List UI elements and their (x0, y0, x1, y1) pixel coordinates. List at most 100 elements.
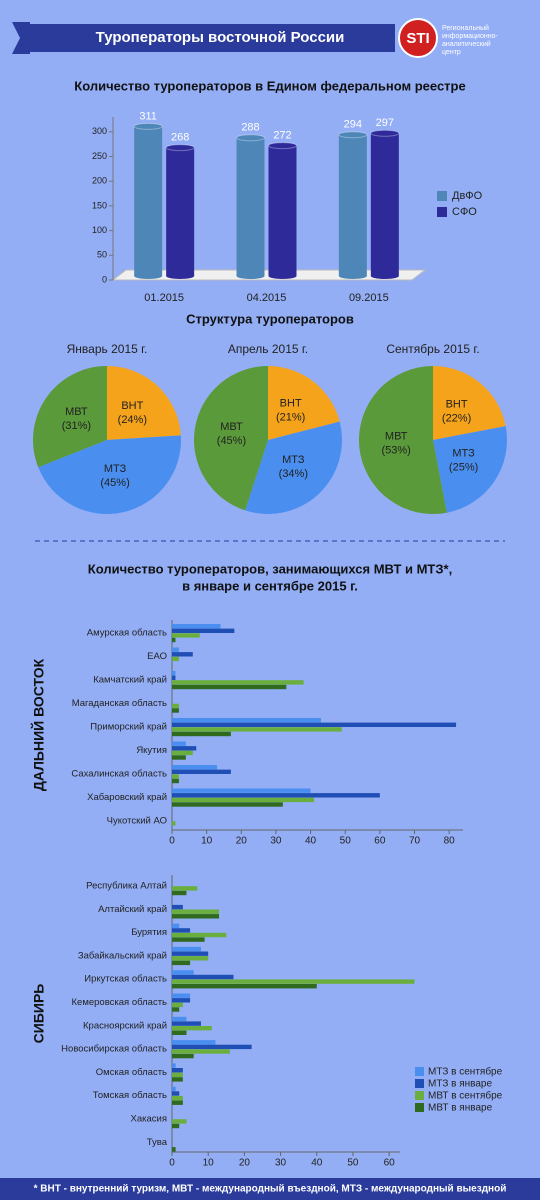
slice-value: (21%) (276, 412, 305, 424)
bar (172, 727, 342, 732)
bar-bottom (338, 273, 367, 279)
x-tick-label: 60 (374, 836, 386, 847)
bar (172, 778, 179, 784)
y-tick-label: Республика Алтай (86, 881, 167, 892)
bar (172, 993, 191, 998)
bar (172, 1026, 212, 1031)
slice-label: МТЗ (452, 448, 475, 460)
bar-bottom (134, 273, 163, 279)
y-tick-label: 200 (92, 176, 107, 186)
pie-slice (433, 366, 506, 440)
bar (172, 1068, 183, 1073)
slice-value: (34%) (279, 468, 308, 480)
y-tick-label: Камчатский край (93, 675, 167, 686)
bar-top (236, 134, 265, 142)
bar (172, 974, 234, 980)
logo: STI (406, 30, 429, 47)
y-tick-label: Сахалинская область (71, 769, 167, 780)
bar-top (370, 129, 400, 137)
slice-label: МТЗ (282, 454, 305, 466)
bar (134, 126, 163, 276)
pie-title: Сентябрь 2015 г. (386, 342, 479, 356)
bar-bottom (370, 273, 399, 279)
legend-label: МВТ в январе (428, 1103, 493, 1114)
y-tick-label: Амурская область (87, 628, 167, 639)
y-tick-label: Забайкальский край (78, 950, 167, 961)
data-label: 297 (376, 117, 394, 129)
bar (236, 137, 265, 276)
bar (172, 722, 457, 727)
pie-title: Январь 2015 г. (67, 342, 148, 356)
bar (172, 774, 179, 779)
bar (338, 134, 367, 276)
slice-value: (45%) (217, 435, 246, 447)
y-tick-label: 50 (97, 250, 107, 260)
bar (172, 886, 198, 891)
pie-slice (33, 366, 108, 468)
x-tick-label: 10 (201, 836, 213, 847)
slice-label: ВНТ (280, 398, 302, 410)
footnote: * ВНТ - внутренний туризм, МВТ - междуна… (34, 1184, 507, 1195)
slice-value: (31%) (62, 420, 91, 432)
y-tick-label: 150 (92, 200, 107, 210)
bar (172, 970, 194, 975)
data-label: 268 (171, 132, 189, 144)
x-tick-label: 70 (409, 836, 421, 847)
bar (172, 1030, 187, 1035)
bar (172, 1040, 216, 1045)
bar (172, 979, 415, 984)
slice-label: ВНТ (121, 400, 143, 412)
x-tick-label: 04.2015 (247, 292, 287, 304)
x-tick-label: 30 (270, 836, 282, 847)
y-tick-label: Алтайский край (98, 904, 167, 915)
bar (172, 684, 287, 690)
slice-value: (53%) (381, 444, 410, 456)
pie-slice (194, 366, 268, 511)
section-title: Структура туроператоров (186, 311, 354, 326)
bar (172, 1007, 180, 1012)
data-label: 294 (344, 119, 362, 131)
group-label: СИБИРЬ (31, 984, 47, 1044)
bar (172, 788, 311, 793)
bar-bottom (236, 273, 265, 279)
header-title: Туроператоры восточной России (96, 29, 345, 46)
logo-text: Региональный (442, 24, 489, 32)
bar (172, 1095, 183, 1101)
bar-bottom (268, 273, 297, 279)
y-tick-label: 250 (92, 151, 107, 161)
bar (172, 1016, 187, 1022)
bar (172, 675, 176, 680)
bar (172, 923, 180, 928)
logo-text: аналитический (442, 40, 491, 48)
bar (172, 718, 321, 723)
bar (172, 909, 220, 914)
header-banner (30, 24, 395, 52)
bar (172, 680, 304, 685)
data-label: 272 (273, 130, 291, 142)
pie-slice (268, 366, 340, 440)
legend-swatch (437, 191, 447, 201)
bar (172, 932, 227, 938)
bar (172, 755, 186, 760)
bar (172, 652, 193, 657)
data-label: 311 (139, 110, 157, 122)
y-tick-label: Магаданская область (72, 698, 167, 709)
slice-label: МВТ (220, 421, 243, 433)
bar (172, 956, 209, 961)
y-tick-label: Бурятия (131, 927, 167, 938)
bar (172, 1147, 176, 1152)
bar (172, 821, 176, 826)
legend-label: МТЗ в январе (428, 1079, 492, 1090)
x-tick-label: 30 (275, 1158, 287, 1169)
bar (172, 951, 209, 956)
legend-label: СФО (452, 206, 477, 218)
x-tick-label: 50 (347, 1158, 359, 1169)
bar (172, 624, 221, 629)
legend-swatch (415, 1103, 424, 1112)
section-title: Количество туроператоров, занимающихся М… (88, 561, 452, 576)
y-tick-label: Тува (147, 1137, 168, 1148)
bar (172, 769, 231, 774)
bar (172, 998, 191, 1003)
x-tick-label: 80 (444, 836, 456, 847)
